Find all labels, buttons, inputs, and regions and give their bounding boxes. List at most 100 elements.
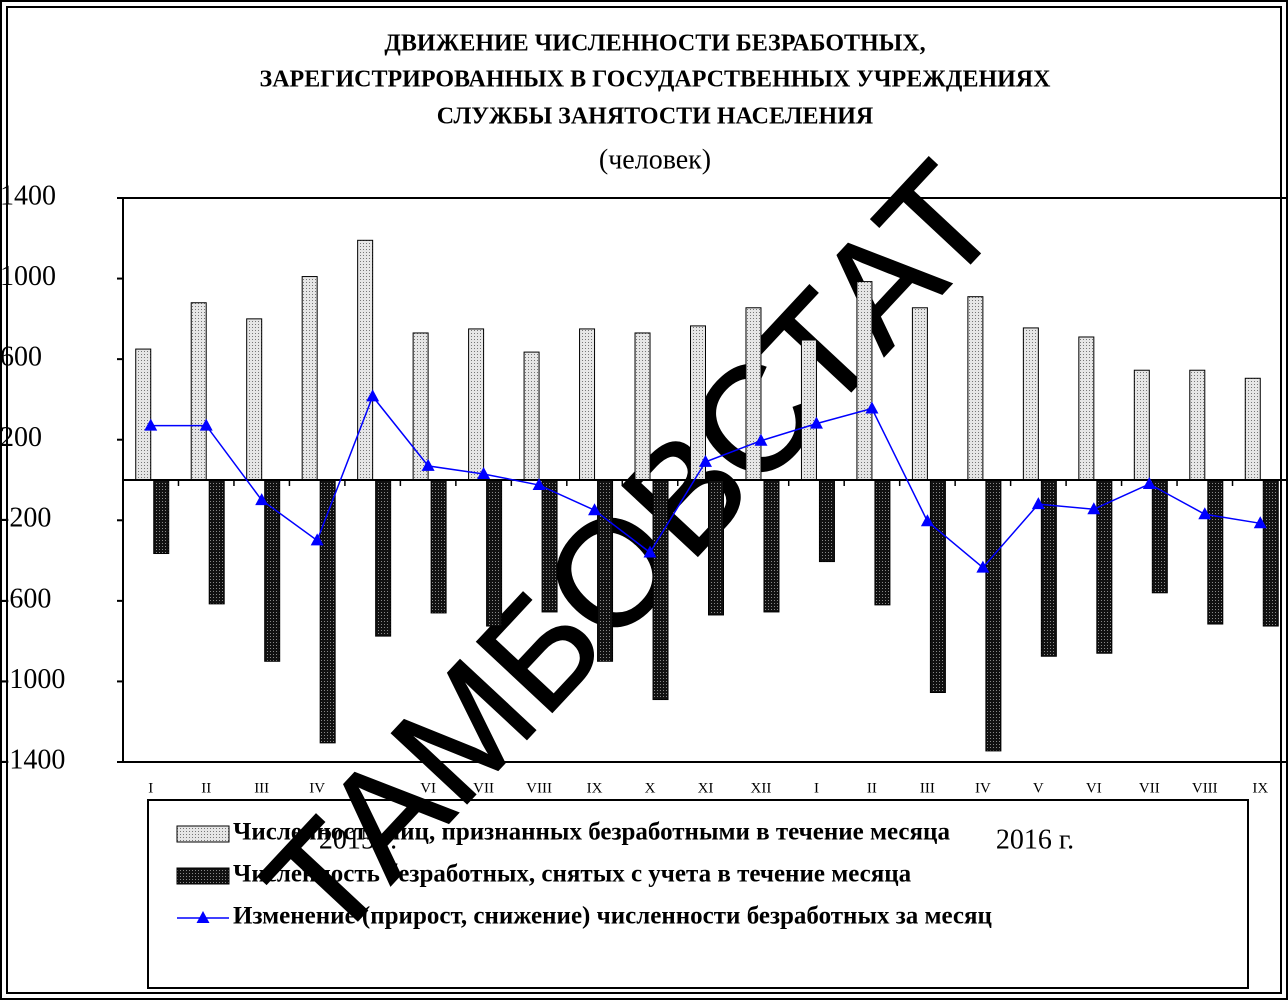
frame-inner [6,6,1282,994]
marker [1031,497,1045,510]
marker [976,560,990,573]
bar [1133,369,1150,481]
x-tick-label: V [1033,780,1044,796]
bar [818,479,835,563]
bar [301,276,318,481]
marker [310,533,324,546]
bar [652,479,669,701]
marker [144,418,158,431]
bar [1262,479,1279,627]
bar [1207,479,1224,625]
marker [1142,477,1156,490]
x-tick-label: III [920,780,935,796]
marker [588,503,602,516]
bar [1078,336,1095,481]
bar [1040,479,1057,657]
marker [199,418,213,431]
bar [541,479,558,613]
y-tick-label: 200 [0,422,42,453]
marker [1253,516,1267,529]
marker [1087,502,1101,515]
x-tick-label: IV [309,780,325,796]
bar [1244,377,1261,481]
bar [929,479,946,694]
x-tick-label: X [645,780,656,796]
legend-label: Изменение (прирост, снижение) численност… [233,903,992,930]
y-tick-label: -200 [0,503,51,534]
x-tick-label: IX [1252,780,1268,796]
x-tick-label: V [367,780,378,796]
legend-label: Численность лиц, признанных безработными… [233,819,950,846]
marker [421,458,435,471]
bar [135,348,152,481]
bar [874,479,891,606]
marker [865,401,879,414]
marker [643,545,657,558]
legend-marker [196,911,210,923]
marker [477,466,491,479]
x-tick-label: XI [698,780,714,796]
bar [430,479,447,614]
marker [1198,507,1212,520]
bar [1022,327,1039,481]
marker [255,493,269,506]
title-line: ЗАРЕГИСТРИРОВАННЫХ В ГОСУДАРСТВЕННЫХ УЧР… [260,67,1052,93]
bar [708,479,724,616]
marker [920,514,934,527]
x-tick-label: VII [1139,780,1160,796]
marker [699,454,712,467]
marker [366,389,380,402]
x-tick-label: I [814,780,819,796]
bar [800,339,817,481]
x-tick-label: VIII [526,780,552,796]
x-tick-label: IV [975,780,991,796]
y-tick-label: -600 [0,583,51,614]
bar [967,296,984,481]
y-tick-label: -1400 [0,744,65,775]
bar [190,302,207,481]
bar [634,332,651,481]
bar [911,307,928,481]
x-tick-label: VIII [1192,780,1218,796]
bar [579,328,596,481]
bar [745,307,762,481]
bar [985,479,1002,752]
y-tick-label: 1000 [0,261,56,292]
x-tick-label: IX [587,780,603,796]
x-tick-label: VI [420,780,436,796]
group-label: 2015 г. [319,824,397,855]
legend-label: Численность безработных, снятых с учета … [233,861,912,888]
legend-swatch [176,867,230,885]
bar [246,318,263,481]
y-tick-label: -1000 [0,664,65,695]
bar [486,479,503,627]
bar [856,281,873,481]
bar [468,328,485,481]
bar [1096,479,1113,654]
group-label: 2016 г. [996,824,1074,855]
x-tick-label: VI [1086,780,1102,796]
bar [208,479,225,605]
bar [357,239,374,481]
x-tick-label: III [254,780,269,796]
bar [597,479,614,662]
marker [754,433,768,446]
bar [763,479,780,613]
x-tick-label: VII [473,780,494,796]
bar [690,325,706,481]
subtitle: (человек) [599,144,711,175]
marker [532,478,546,491]
x-tick-label: II [867,780,877,796]
bar [375,479,392,637]
y-tick-label: 1400 [0,180,56,211]
title-line: СЛУЖБЫ ЗАНЯТОСТИ НАСЕЛЕНИЯ [437,104,873,130]
x-tick-label: I [148,780,153,796]
x-tick-label: II [201,780,211,796]
bar [153,479,170,555]
bar [412,332,429,481]
marker [809,416,823,429]
title-line: ДВИЖЕНИЕ ЧИСЛЕННОСТИ БЕЗРАБОТНЫХ, [384,31,925,57]
bar [1189,369,1206,481]
legend-box [147,799,1249,989]
